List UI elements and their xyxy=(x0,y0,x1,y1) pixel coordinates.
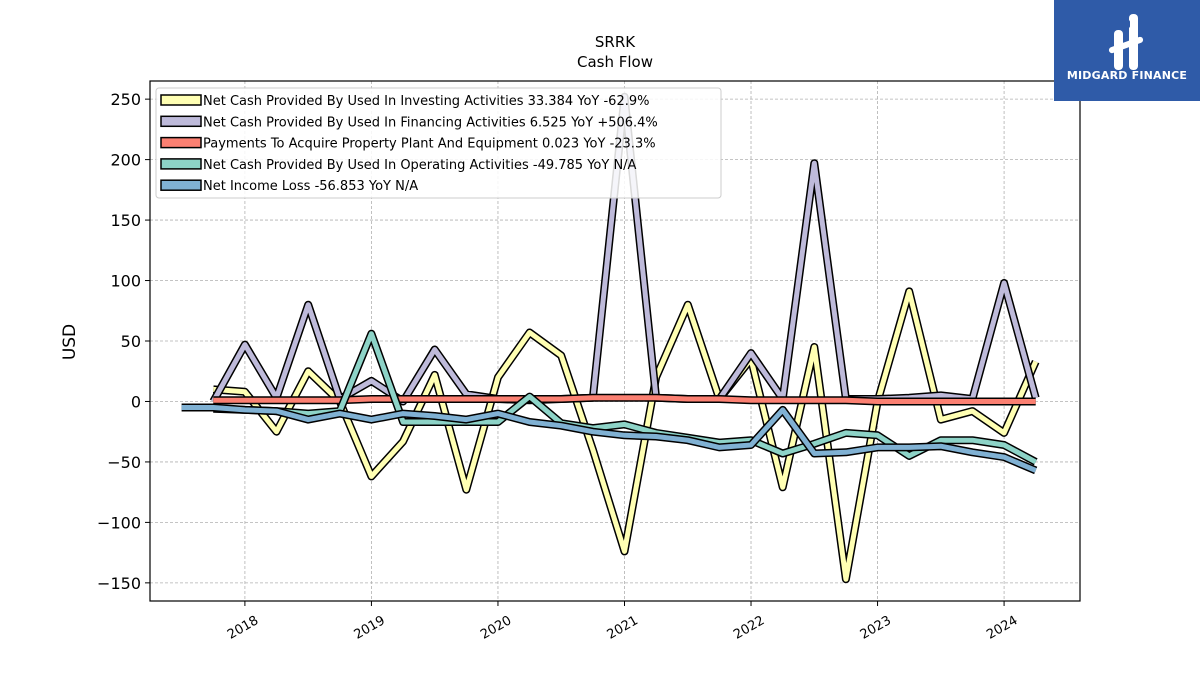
legend: Net Cash Provided By Used In Investing A… xyxy=(155,87,722,199)
x-tick-label: 2023 xyxy=(858,613,894,643)
plot-lines xyxy=(181,92,1040,584)
chart-subtitle: Cash Flow xyxy=(577,53,653,71)
legend-label: Net Cash Provided By Used In Investing A… xyxy=(203,94,649,109)
y-tick-label: −150 xyxy=(97,574,141,593)
y-axis-label: USD xyxy=(60,324,80,360)
x-tick-label: 2024 xyxy=(984,613,1020,643)
series-4 xyxy=(181,403,1038,475)
legend-box xyxy=(155,87,722,199)
brand-name: MIDGARD FINANCE xyxy=(1066,69,1188,82)
x-tick-label: 2022 xyxy=(731,613,767,643)
legend-label: Payments To Acquire Property Plant And E… xyxy=(203,137,656,152)
x-tick-label: 2018 xyxy=(225,613,261,643)
legend-swatch xyxy=(160,94,202,106)
y-tick-label: 250 xyxy=(110,90,141,109)
series-0 xyxy=(212,287,1040,584)
y-tick-label: 100 xyxy=(110,272,141,291)
axes-frame xyxy=(149,80,1081,602)
y-tick-label: 200 xyxy=(110,151,141,170)
legend-swatch xyxy=(160,136,202,149)
legend-label: Net Cash Provided By Used In Financing A… xyxy=(203,115,658,130)
legend-label: Net Cash Provided By Used In Operating A… xyxy=(203,158,637,173)
y-tick-label: −100 xyxy=(97,513,141,532)
y-tick-label: 150 xyxy=(110,211,141,230)
x-tick-label: 2021 xyxy=(605,613,641,643)
x-tick-label: 2020 xyxy=(478,613,514,643)
y-tick-label: −50 xyxy=(107,453,141,472)
y-tick-label: 50 xyxy=(121,332,141,351)
legend-label: Net Income Loss -56.853 YoY N/A xyxy=(203,179,418,194)
series-line xyxy=(213,395,1036,404)
chart-title: SRRK xyxy=(595,33,636,51)
legend-swatch xyxy=(160,115,202,128)
series-2 xyxy=(213,393,1036,406)
series-line xyxy=(213,288,1038,582)
brand-logo: MIDGARD FINANCE xyxy=(1054,0,1200,101)
logo-mark-icon xyxy=(1108,14,1144,70)
legend-swatch xyxy=(160,158,202,170)
x-tick-label: 2019 xyxy=(352,613,388,643)
series-line xyxy=(181,405,1037,473)
y-tick-label: 0 xyxy=(131,392,141,411)
legend-swatch xyxy=(160,179,202,191)
